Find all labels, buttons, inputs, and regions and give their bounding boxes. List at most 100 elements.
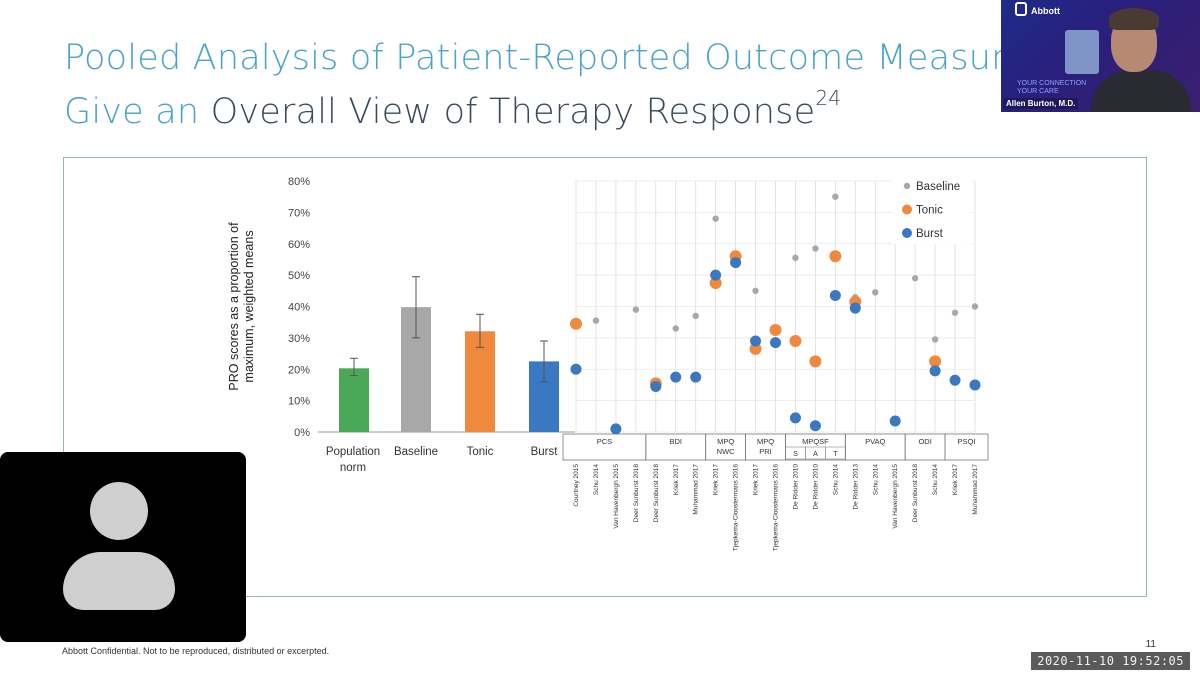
point-baseline bbox=[931, 336, 939, 343]
point-tonic bbox=[749, 342, 762, 355]
point-baseline bbox=[752, 287, 759, 295]
point-burst bbox=[949, 374, 961, 386]
point-tonic bbox=[789, 335, 802, 348]
study-label: Kriek 2017 bbox=[713, 464, 720, 495]
point-burst bbox=[710, 269, 722, 281]
study-group-label: MPQ bbox=[717, 437, 734, 446]
y-tick-label: 10% bbox=[288, 396, 310, 408]
legend-marker-burst bbox=[902, 228, 912, 238]
x-category-label: Burst bbox=[531, 446, 559, 458]
point-burst bbox=[570, 363, 582, 375]
y-axis-title-line: PRO scores as a proportion of bbox=[227, 222, 241, 391]
y-tick-label: 50% bbox=[288, 270, 310, 282]
point-tonic bbox=[709, 276, 722, 289]
point-burst bbox=[650, 381, 662, 393]
y-tick-label: 80% bbox=[288, 176, 310, 188]
study-label: Tjepkema-Cloostermans 2016 bbox=[773, 464, 780, 551]
point-baseline bbox=[872, 289, 879, 296]
tagline-1: YOUR CONNECTION bbox=[1017, 80, 1087, 87]
study-label: Van Havenbergh 2015 bbox=[892, 464, 899, 529]
point-baseline bbox=[911, 275, 919, 282]
abbott-logo-icon bbox=[1015, 2, 1027, 16]
study-group-label: PRI bbox=[759, 447, 772, 456]
presenter-video[interactable]: Abbott YOUR CONNECTION YOUR CARE Allen Bu… bbox=[1001, 0, 1200, 112]
recording-timestamp: 2020-11-10 19:52:05 bbox=[1031, 652, 1190, 670]
y-tick-label: 40% bbox=[288, 302, 310, 314]
study-label: Schu 2014 bbox=[872, 464, 879, 495]
study-label: Schu 2014 bbox=[593, 464, 600, 495]
chart-frame bbox=[63, 157, 1147, 597]
point-tonic bbox=[809, 355, 822, 368]
point-tonic bbox=[929, 355, 942, 368]
study-label: Schu 2014 bbox=[832, 464, 839, 495]
point-baseline bbox=[672, 325, 679, 332]
point-burst bbox=[690, 371, 702, 383]
y-tick-label: 60% bbox=[288, 239, 310, 251]
study-label: Deer Sunburst 2018 bbox=[633, 464, 640, 523]
y-tick-label: 20% bbox=[288, 364, 310, 376]
point-baseline bbox=[951, 309, 959, 316]
study-label: De Ridder 2010 bbox=[812, 464, 819, 510]
point-burst bbox=[929, 365, 941, 377]
tagline-2: YOUR CARE bbox=[1017, 88, 1059, 95]
point-baseline bbox=[971, 303, 979, 310]
point-baseline bbox=[692, 312, 699, 320]
study-label: Muhammad 2017 bbox=[972, 464, 979, 515]
mpqsf-sub-label: S bbox=[793, 451, 798, 458]
title-prefix: Give an bbox=[64, 92, 211, 132]
x-category-label: norm bbox=[340, 462, 366, 474]
study-label: Courtney 2015 bbox=[573, 464, 580, 507]
person-placeholder-icon bbox=[90, 482, 148, 540]
legend-label: Baseline bbox=[916, 181, 960, 193]
study-label: Kriek 2017 bbox=[753, 464, 760, 495]
page-number: 11 bbox=[1145, 639, 1156, 650]
confidential-footer: Abbott Confidential. Not to be reproduce… bbox=[62, 646, 330, 656]
slide-title-line-1: Pooled Analysis of Patient-Reported Outc… bbox=[64, 38, 1046, 78]
study-group-label: PCS bbox=[597, 437, 612, 446]
study-group-label: PSQI bbox=[958, 437, 976, 446]
bar-tonic bbox=[465, 331, 495, 432]
point-burst bbox=[849, 302, 861, 314]
point-burst bbox=[610, 423, 622, 435]
point-burst bbox=[770, 337, 781, 349]
y-axis-title-line: maximum, weighted means bbox=[242, 230, 256, 382]
phone-graphic bbox=[1065, 30, 1099, 74]
point-burst bbox=[670, 371, 682, 383]
point-tonic bbox=[769, 324, 782, 337]
point-burst bbox=[829, 290, 841, 302]
point-burst bbox=[750, 335, 762, 347]
point-baseline bbox=[592, 317, 600, 324]
study-label: De Ridder 2010 bbox=[792, 464, 799, 510]
study-group-label: ODI bbox=[918, 437, 931, 446]
point-burst bbox=[789, 412, 801, 424]
study-label: Tjepkema-Cloostermans 2016 bbox=[733, 464, 740, 551]
study-label: Muhammad 2017 bbox=[693, 464, 700, 515]
y-tick-label: 30% bbox=[288, 333, 310, 345]
presenter-name: Allen Burton, M.D. bbox=[1003, 98, 1079, 109]
mpqsf-sub-label: T bbox=[833, 451, 838, 458]
presenter-body bbox=[1091, 70, 1191, 112]
title-emphasis: Overall View of Therapy Response bbox=[210, 92, 816, 132]
point-baseline bbox=[812, 245, 819, 252]
legend-label: Burst bbox=[916, 228, 944, 240]
point-burst bbox=[969, 379, 981, 391]
point-baseline bbox=[792, 254, 799, 262]
study-group-label: MPQSF bbox=[802, 437, 829, 446]
study-label: Deer Sunburst 2018 bbox=[653, 464, 660, 523]
point-burst bbox=[889, 415, 901, 427]
brand-logo: Abbott bbox=[1015, 2, 1060, 16]
study-group-label: NWC bbox=[717, 447, 735, 456]
point-baseline bbox=[712, 215, 719, 222]
study-group-box bbox=[944, 433, 989, 461]
point-burst bbox=[809, 420, 821, 432]
study-label: De Ridder 2013 bbox=[852, 464, 859, 510]
legend-marker-tonic bbox=[902, 204, 912, 215]
legend-label: Tonic bbox=[916, 205, 943, 217]
participant-video-tile[interactable] bbox=[0, 452, 246, 642]
y-tick-label: 0% bbox=[294, 427, 310, 439]
study-group-label: PVAQ bbox=[865, 437, 885, 446]
y-axis-title: PRO scores as a proportion ofmaximum, we… bbox=[227, 222, 256, 391]
study-label: Kriek 2017 bbox=[673, 464, 680, 495]
study-label: Schu 2014 bbox=[932, 464, 939, 495]
x-category-label: Population bbox=[326, 446, 380, 458]
